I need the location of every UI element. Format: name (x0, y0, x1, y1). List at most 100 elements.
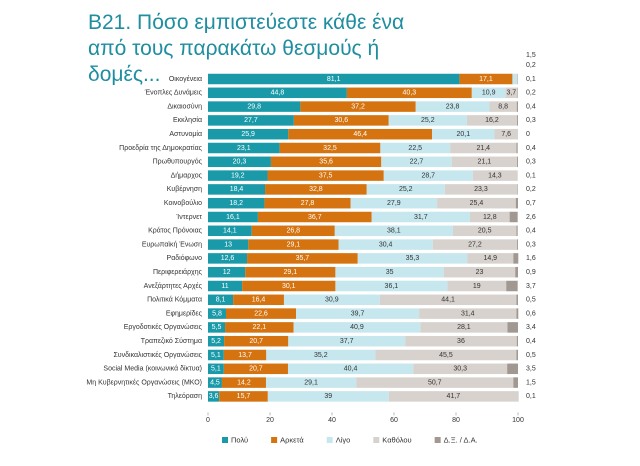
bar-segment (251, 225, 335, 237)
bar-segment (264, 197, 351, 209)
bar-segment (208, 128, 289, 140)
category-label: Ευρωπαϊκή Ένωση (142, 241, 202, 248)
value-label: 12 (223, 269, 231, 276)
bar-segment (346, 87, 472, 99)
value-label: 35,6 (319, 159, 333, 166)
bar-segment (208, 363, 224, 375)
legend-label: Καθόλου (382, 435, 411, 444)
value-label: 12,6 (221, 255, 235, 262)
value-label: 3,7 (506, 90, 516, 97)
legend-label: Πολύ (231, 435, 248, 444)
value-label: 0,2 (526, 90, 536, 97)
bar-segment (224, 335, 289, 347)
bar-segment (208, 391, 220, 402)
bar-segment (223, 349, 267, 361)
bar-segment (300, 101, 416, 112)
value-label: 37,2 (351, 103, 365, 110)
bar-segment (517, 239, 518, 250)
value-label: 0,9 (526, 269, 536, 276)
value-label: 18,4 (230, 186, 244, 193)
category-label: Συνδικαλιστικές Οργανώσεις (113, 351, 202, 359)
bar-segment (516, 101, 518, 112)
bar-segment (267, 170, 384, 181)
bar-segment (381, 156, 452, 168)
value-label: 45,5 (439, 352, 453, 359)
value-label: 14,2 (237, 379, 251, 386)
bar-segment (287, 363, 414, 375)
bar-segment (437, 197, 516, 209)
legend-label: Αρκετά (280, 435, 304, 444)
bar-segment (380, 142, 451, 154)
bar-segment (208, 266, 246, 278)
category-label: Μη Κυβερνητικές Οργανώσεις (ΜΚΟ) (86, 378, 202, 386)
value-label: 29,1 (283, 269, 297, 276)
chart-title: Β21. Πόσο εμπιστεύεστε κάθε ένα από τους… (88, 11, 405, 86)
x-tick-label: 80 (452, 417, 460, 424)
bar-segment (208, 239, 249, 250)
value-label: 1,5 (526, 379, 536, 386)
legend-label: Δ.Ξ. / Δ.Α. (444, 435, 478, 444)
bar-segment (293, 322, 421, 333)
bar-segment (517, 87, 518, 99)
x-tick-label: 40 (328, 417, 336, 424)
bar-segment (208, 225, 252, 237)
bar-segment (516, 225, 518, 237)
value-label: 0,3 (526, 241, 536, 248)
value-label: 29,8 (247, 103, 261, 110)
value-label: 22,6 (254, 310, 268, 317)
bar-segment (466, 115, 518, 126)
value-label: 40,4 (344, 366, 358, 373)
bar-segment (208, 101, 301, 112)
x-tick-label: 0 (206, 417, 210, 424)
bar-segment (225, 322, 294, 333)
value-label: 30,1 (282, 283, 296, 290)
value-label: 14,1 (223, 228, 237, 235)
category-label: Κοινοβούλιο (164, 199, 202, 207)
value-label: 35 (386, 269, 394, 276)
x-tick-label: 20 (266, 417, 274, 424)
bar-segment (507, 363, 518, 375)
value-label: 20,1 (456, 131, 470, 138)
value-label: 44,8 (271, 90, 285, 97)
value-label: 25,4 (470, 200, 484, 207)
category-label: Social Media (κοινωνικά δίκτυα) (103, 365, 202, 373)
bar-segment (371, 211, 470, 223)
bar-segment (452, 225, 517, 237)
bar-segment (288, 335, 406, 347)
value-label: 5,1 (211, 352, 221, 359)
value-label: 25,2 (399, 186, 413, 193)
bar-segment (221, 377, 266, 388)
value-label: 22,5 (408, 145, 422, 152)
bar-segment (208, 280, 243, 292)
legend-swatch (326, 437, 333, 443)
value-label: 0,1 (526, 172, 536, 179)
bar-segment (472, 170, 518, 181)
x-tick-label: 60 (390, 417, 398, 424)
value-label: 44,1 (441, 297, 455, 304)
value-label: 0,2 (526, 62, 536, 69)
bar-segment (388, 391, 518, 402)
value-label: 8,8 (498, 103, 508, 110)
value-label: 41,7 (447, 393, 461, 400)
value-label: 20,7 (249, 338, 263, 345)
bar-segment (420, 322, 508, 333)
value-label: 3,6 (209, 393, 219, 400)
value-label: 38,1 (387, 228, 401, 235)
value-label: 5,8 (212, 310, 222, 317)
bar-segment (517, 184, 518, 195)
bar-segment (383, 170, 473, 181)
value-label: 3,5 (526, 366, 536, 373)
value-label: 30,6 (334, 117, 348, 124)
category-label: Πρωθυπουργός (153, 158, 203, 166)
value-label: 0,4 (526, 103, 536, 110)
value-label: 0,1 (526, 393, 536, 400)
value-label: 31,4 (461, 310, 475, 317)
bar-segment (512, 73, 518, 85)
bar-segment (356, 377, 514, 388)
category-label: Ανεξάρτητες Αρχές (144, 282, 203, 290)
bar-segment (419, 308, 517, 319)
bar-segment (208, 142, 280, 154)
value-label: 36,7 (308, 214, 322, 221)
value-label: 19,2 (231, 172, 245, 179)
value-label: 21,1 (478, 159, 492, 166)
